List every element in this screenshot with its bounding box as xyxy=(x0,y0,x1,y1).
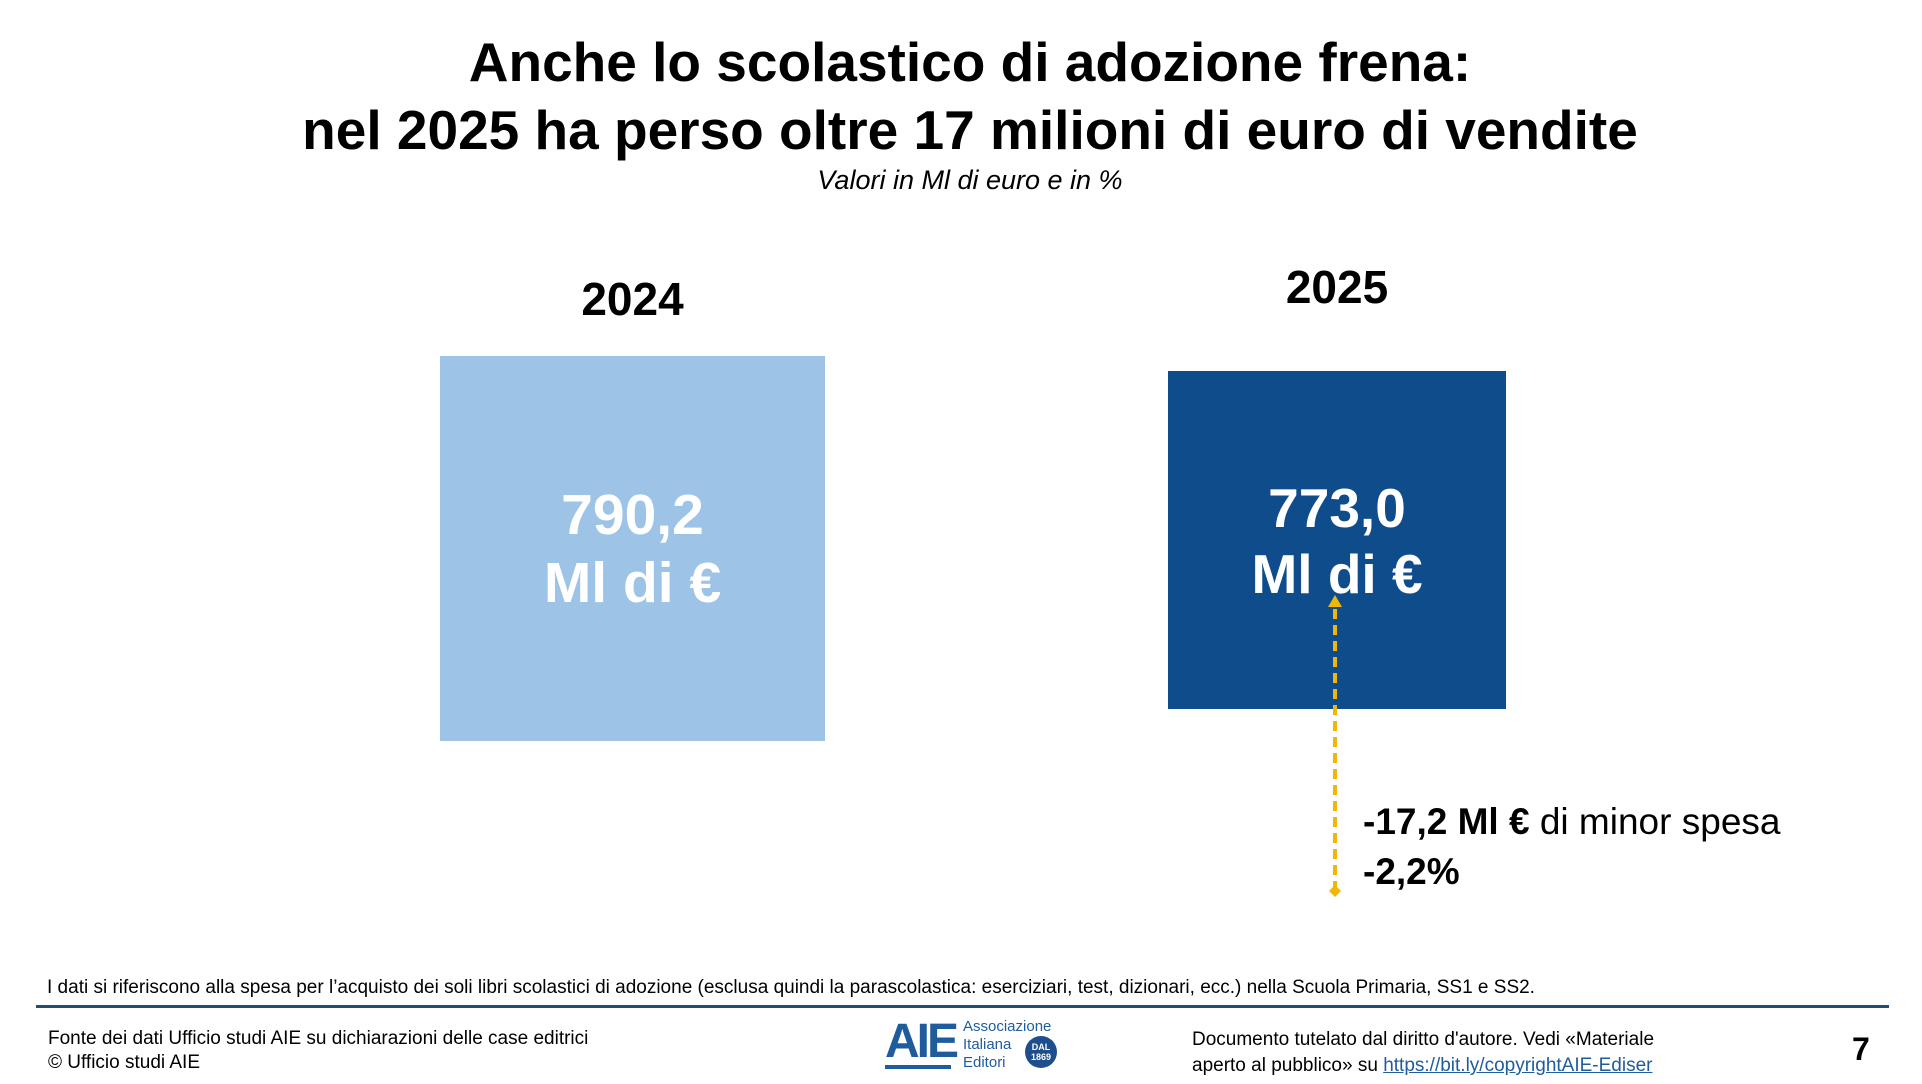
aie-logo-text-line-2: Italiana xyxy=(963,1036,1012,1053)
value-box-2024: 790,2 Ml di € xyxy=(440,356,825,741)
copyright-link[interactable]: https://bit.ly/copyrightAIE-Ediser xyxy=(1383,1055,1653,1076)
year-label-2024: 2024 xyxy=(581,273,684,325)
aie-logo-text-line-3: Editori xyxy=(963,1054,1006,1071)
aie-seal-icon: DAL 1869 xyxy=(1025,1036,1057,1068)
delta-amount-suffix: di minor spesa xyxy=(1539,801,1781,842)
slide-title-line-1: Anche lo scolastico di adozione frena: xyxy=(468,31,1472,93)
footer-divider xyxy=(36,1005,1889,1008)
aie-seal-top: DAL xyxy=(1031,1042,1051,1052)
copyright-line-2: aperto al pubblico» su https://bit.ly/co… xyxy=(1192,1053,1654,1079)
year-label-2025: 2025 xyxy=(1285,261,1389,313)
unit-2024: Ml di € xyxy=(543,550,722,615)
page-number: 7 xyxy=(1852,1031,1870,1067)
slide-title-line-2: nel 2025 ha perso oltre 17 milioni di eu… xyxy=(302,99,1638,161)
source-note: Fonte dei dati Ufficio studi AIE su dich… xyxy=(48,1027,588,1075)
slide-subtitle: Valori in Ml di euro e in % xyxy=(817,165,1123,195)
unit-2025: Ml di € xyxy=(1251,543,1423,605)
delta-percent: -2,2% xyxy=(1363,851,1460,892)
delta-annotation: -17,2 Ml € di minor spesa -2,2% xyxy=(1363,797,1780,897)
slide-title: Anche lo scolastico di adozione frena: n… xyxy=(0,28,1922,164)
value-2025: 773,0 xyxy=(1268,477,1406,539)
value-2024: 790,2 xyxy=(561,482,704,547)
aie-logo-underline xyxy=(885,1065,951,1069)
footnote: I dati si riferiscono alla spesa per l’a… xyxy=(47,977,1535,998)
source-line-2: © Ufficio studi AIE xyxy=(48,1052,200,1073)
copyright-notice: Documento tutelato dal diritto d'autore.… xyxy=(1192,1027,1654,1079)
aie-logo-text-line-1: Associazione xyxy=(963,1018,1052,1035)
value-box-2025: 773,0 Ml di € xyxy=(1168,371,1506,709)
aie-logo: AIE Associazione Italiana Editori DAL 18… xyxy=(883,1017,1063,1075)
decrease-arrow xyxy=(1328,595,1342,897)
delta-amount: -17,2 Ml € xyxy=(1363,801,1530,842)
delta-amount-line: -17,2 Ml € di minor spesa xyxy=(1363,797,1780,847)
aie-logo-mark: AIE xyxy=(885,1015,959,1068)
source-line-1: Fonte dei dati Ufficio studi AIE su dich… xyxy=(48,1028,589,1049)
aie-logo-text: Associazione Italiana Editori xyxy=(963,1018,1051,1072)
copyright-line-1: Documento tutelato dal diritto d'autore.… xyxy=(1192,1029,1655,1050)
aie-seal-year: 1869 xyxy=(1030,1052,1052,1062)
copyright-line-2-prefix: aperto al pubblico» su xyxy=(1192,1055,1378,1076)
